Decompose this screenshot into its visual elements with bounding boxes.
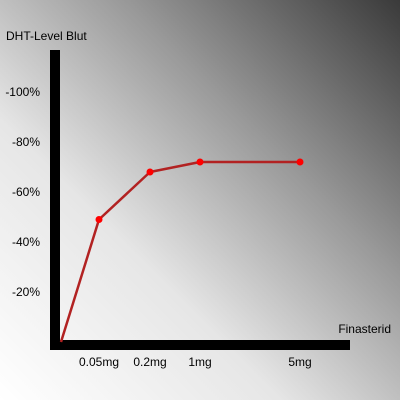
y-axis [50,50,60,350]
data-point [296,158,304,166]
x-tick-label: 0.05mg [79,355,119,369]
y-tick-labels: -100% -80% -60% -40% -20% [5,85,40,299]
y-axis-label: DHT-Level Blut [6,29,87,43]
y-tick-label: -80% [12,135,40,149]
series-layer [59,158,304,343]
y-tick-label: -60% [12,185,40,199]
y-tick-label: -100% [5,85,40,99]
data-point [146,168,154,176]
x-axis-label: Finasterid [338,322,391,336]
data-point [196,158,204,166]
x-axis [50,340,350,350]
y-tick-label: -20% [12,285,40,299]
data-point [95,216,103,223]
x-tick-label: 0.2mg [133,355,166,369]
x-tick-label: 5mg [288,355,311,369]
x-tick-label: 1mg [188,355,211,369]
y-tick-label: -40% [12,235,40,249]
x-tick-labels: 0.05mg 0.2mg 1mg 5mg [79,355,312,369]
